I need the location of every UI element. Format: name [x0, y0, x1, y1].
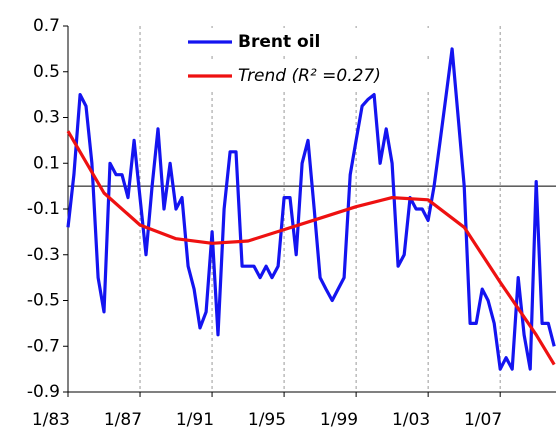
y-tick-label: -0.5 [27, 291, 60, 311]
x-tick-label: 1/99 [320, 410, 358, 430]
x-tick-label: 1/03 [392, 410, 430, 430]
x-tick-label: 1/95 [248, 410, 286, 430]
series-line [66, 47, 556, 371]
x-tick-label: 1/83 [32, 410, 70, 430]
y-tick-label: -0.1 [27, 199, 60, 219]
x-tick-label: 1/87 [104, 410, 142, 430]
y-tick-label: -0.9 [27, 382, 60, 402]
y-tick-label: 0.3 [33, 108, 60, 128]
y-tick-label: 0.1 [33, 153, 60, 173]
y-tick-label: 0.7 [33, 16, 60, 36]
legend-label: Trend (R² =0.27) [238, 66, 381, 86]
y-tick-label: -0.3 [27, 245, 60, 265]
y-tick-label: -0.7 [27, 336, 60, 356]
x-tick-label: 1/91 [176, 410, 214, 430]
y-tick-label: 0.5 [33, 62, 60, 82]
series-line [66, 130, 556, 366]
x-tick-label: 1/07 [464, 410, 502, 430]
legend-label: Brent oil [238, 32, 320, 52]
